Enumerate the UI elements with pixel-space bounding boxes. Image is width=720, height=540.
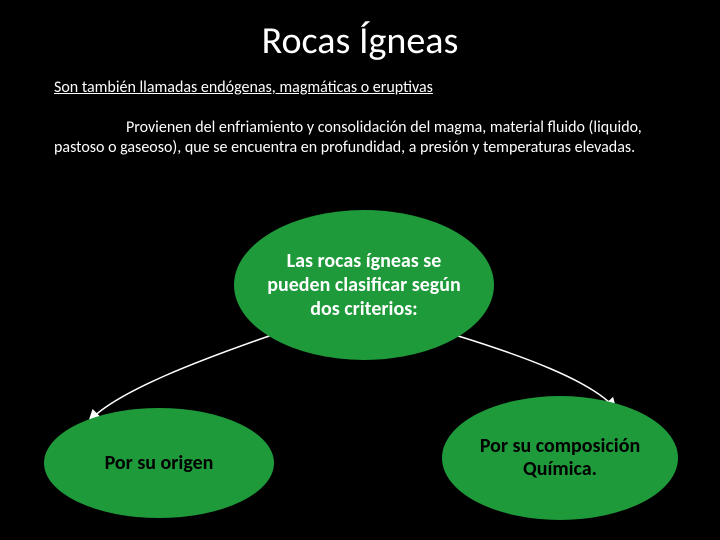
slide-title: Rocas Ígneas: [0, 18, 720, 64]
node-left: Por su origen: [44, 408, 274, 518]
node-right-label: Por su composición Química.: [466, 435, 654, 481]
edge-root-left: [90, 335, 272, 420]
node-root: Las rocas ígneas se pueden clasificar se…: [234, 210, 494, 360]
slide-subtitle: Son también llamadas endógenas, magmátic…: [54, 78, 666, 97]
node-root-label: Las rocas ígneas se pueden clasificar se…: [262, 249, 466, 321]
node-left-label: Por su origen: [105, 451, 214, 475]
node-right: Por su composición Química.: [442, 396, 678, 520]
slide-body-text: Provienen del enfriamiento y consolidaci…: [54, 118, 666, 158]
